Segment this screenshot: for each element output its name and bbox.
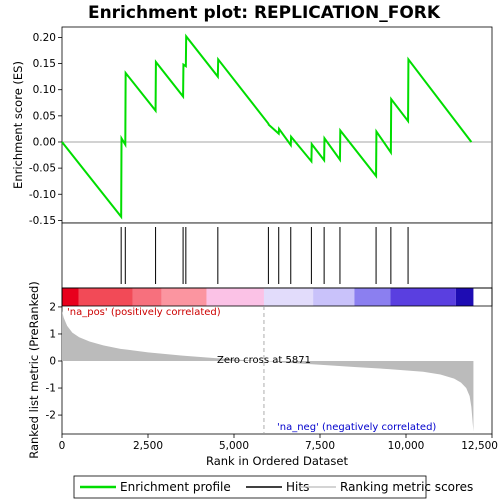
rank-y-tick-label: 1 xyxy=(49,328,56,340)
positive-correlation-label: 'na_pos' (positively correlated) xyxy=(67,307,221,318)
rank-y-tick-label: 2 xyxy=(49,301,56,313)
zero-cross-label: Zero cross at 5871 xyxy=(217,355,311,366)
colorbar-segment xyxy=(390,288,456,306)
es-y-tick-label: -0.05 xyxy=(29,163,56,175)
rank-y-tick-label: -2 xyxy=(46,410,56,422)
colorbar-segment xyxy=(263,288,314,306)
colorbar-segment xyxy=(455,288,474,306)
colorbar-segment xyxy=(313,288,355,306)
rank-y-tick-label: 0 xyxy=(49,356,56,368)
enrichment-profile-line xyxy=(61,33,473,220)
legend-label: Ranking metric scores xyxy=(340,480,473,494)
rank-y-axis-label: Ranked list metric (PreRanked) xyxy=(27,281,41,459)
es-y-tick-label: 0.00 xyxy=(33,136,56,148)
colorbar-segment xyxy=(62,288,79,306)
ranking-metric-area xyxy=(62,310,474,432)
es-y-axis-label: Enrichment score (ES) xyxy=(11,61,25,189)
hits-panel-frame xyxy=(61,222,493,289)
colorbar-segment xyxy=(78,288,133,306)
es-panel-frame xyxy=(61,26,493,224)
negative-correlation-label: 'na_neg' (negatively correlated) xyxy=(277,422,436,433)
x-tick-label: 2,500 xyxy=(133,440,163,452)
colorbar-segment xyxy=(161,288,207,306)
x-axis-label: Rank in Ordered Dataset xyxy=(206,454,349,468)
x-tick-label: 7,500 xyxy=(305,440,335,452)
colorbar-segment xyxy=(354,288,391,306)
es-y-tick-label: -0.10 xyxy=(29,189,56,201)
es-y-tick-label: -0.15 xyxy=(29,215,56,227)
legend-label: Enrichment profile xyxy=(120,480,231,494)
x-tick-label: 5,000 xyxy=(219,440,249,452)
x-tick-label: 10,000 xyxy=(388,440,425,452)
es-y-tick-label: 0.05 xyxy=(33,110,56,122)
es-y-tick-label: 0.10 xyxy=(33,84,56,96)
chart-title: Enrichment plot: REPLICATION_FORK xyxy=(88,3,441,23)
colorbar-segment xyxy=(132,288,162,306)
rank-y-tick-label: -1 xyxy=(46,383,56,395)
x-tick-label: 0 xyxy=(59,440,66,452)
es-y-tick-label: 0.20 xyxy=(33,32,56,44)
x-tick-label: 12,500 xyxy=(461,440,498,452)
es-y-tick-label: 0.15 xyxy=(33,58,56,70)
colorbar-segment xyxy=(206,288,264,306)
legend-label: Hits xyxy=(286,480,309,494)
